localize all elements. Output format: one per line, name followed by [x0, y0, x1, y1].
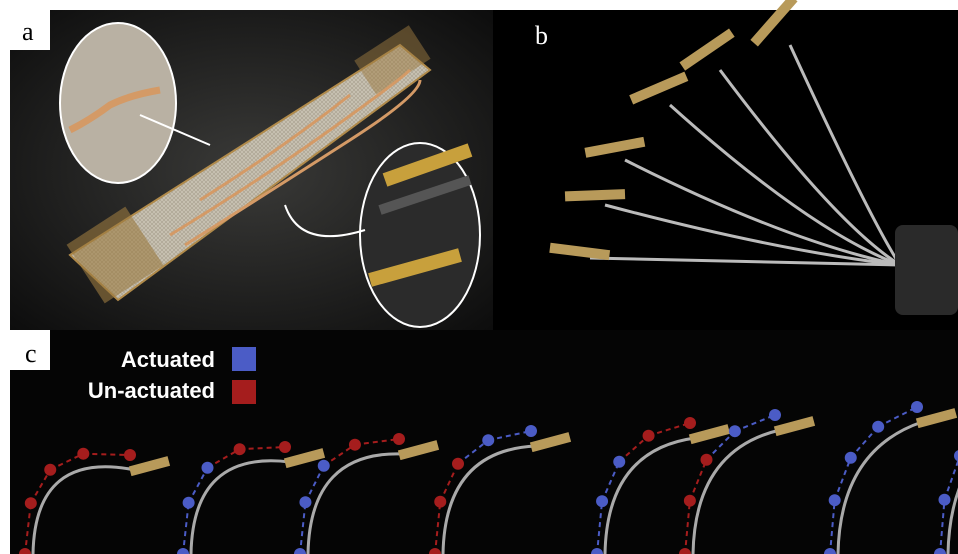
panel-label: a — [22, 17, 34, 46]
joint-dot — [939, 494, 951, 506]
legend-swatch — [232, 380, 256, 404]
joint-dot — [596, 495, 608, 507]
joint-dot — [452, 458, 464, 470]
joint-dot — [44, 464, 56, 476]
joint-dot — [872, 421, 884, 433]
joint-dot — [845, 452, 857, 464]
panel-label: b — [535, 21, 548, 50]
joint-dot — [701, 454, 713, 466]
legend-swatch — [232, 347, 256, 371]
joint-dot — [25, 497, 37, 509]
panel-b-photo — [493, 10, 958, 330]
joint-dot — [769, 409, 781, 421]
joint-dot — [234, 443, 246, 455]
joint-dot — [183, 497, 195, 509]
joint-dot — [279, 441, 291, 453]
joint-dot — [613, 456, 625, 468]
joint-dot — [525, 425, 537, 437]
panel-label: c — [25, 339, 37, 368]
legend-label: Actuated — [121, 347, 215, 372]
joint-dot — [349, 439, 361, 451]
joint-dot — [684, 495, 696, 507]
clamp — [895, 225, 958, 315]
figure: a b c Actuated Un-actuated — [0, 0, 958, 554]
joint-dot — [77, 448, 89, 460]
joint-dot — [318, 460, 330, 472]
joint-dot — [911, 401, 923, 413]
joint-dot — [202, 462, 214, 474]
joint-dot — [124, 449, 136, 461]
joint-dot — [729, 425, 741, 437]
joint-dot — [684, 417, 696, 429]
joint-dot — [393, 433, 405, 445]
joint-dot — [434, 496, 446, 508]
joint-dot — [643, 430, 655, 442]
joint-dot — [829, 494, 841, 506]
legend-label: Un-actuated — [88, 378, 215, 403]
joint-dot — [482, 434, 494, 446]
joint-dot — [299, 496, 311, 508]
